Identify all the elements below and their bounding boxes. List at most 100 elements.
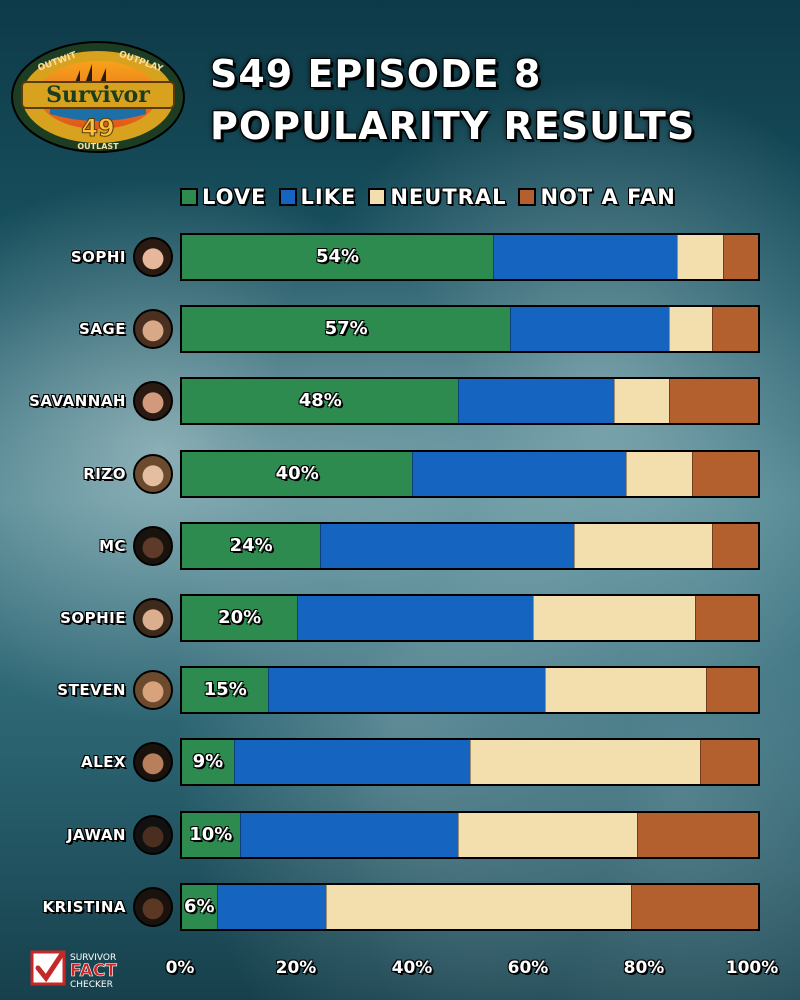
bar-value-label-sophie: 20% <box>218 607 262 628</box>
bar-value-label-sage: 57% <box>324 318 368 339</box>
chart-legend: LOVE LIKE NEUTRAL NOT A FAN <box>180 182 676 212</box>
bar-value-label-jawan: 10% <box>189 824 233 845</box>
bar-segment-love-mc <box>182 524 321 568</box>
x-tick-label-3: 60% <box>507 958 549 978</box>
avatar-kristina <box>133 887 173 927</box>
bar-segment-neutral-savannah <box>613 379 669 423</box>
bar-segment-neutral-kristina <box>325 885 632 929</box>
fc-logo-line-2: FACT <box>70 961 117 981</box>
bar-segment-not-a-fan-sophi <box>723 235 758 279</box>
bar-segment-not-a-fan-kristina <box>631 885 758 929</box>
avatar-sophie <box>133 598 173 638</box>
x-tick-label-1: 20% <box>275 958 317 978</box>
legend-item-not-a-fan: NOT A FAN <box>518 185 675 209</box>
bar-segment-like-mc <box>320 524 574 568</box>
legend-swatch-neutral <box>368 188 387 206</box>
bar-row-kristina <box>180 883 760 931</box>
bar-segment-love-sophie <box>182 596 298 640</box>
bar-segment-love-sage <box>182 307 511 351</box>
legend-item-like: LIKE <box>278 185 357 209</box>
bar-segment-neutral-steven <box>544 668 707 712</box>
bar-segment-like-sophi <box>493 235 678 279</box>
x-tick-label-2: 40% <box>391 958 433 978</box>
bar-row-sage <box>180 305 760 353</box>
bar-segment-like-alex <box>233 740 470 784</box>
bar-value-label-mc: 24% <box>229 535 273 556</box>
bar-segment-love-steven <box>182 668 269 712</box>
bar-segment-love-alex <box>182 740 234 784</box>
row-label-sophi: SOPHI <box>70 248 126 266</box>
avatar-savannah <box>133 381 173 421</box>
row-label-rizo: RIZO <box>83 465 126 483</box>
legend-label-like: LIKE <box>300 185 357 209</box>
title-line-1: S49 EPISODE 8 <box>210 52 542 96</box>
bar-segment-like-rizo <box>412 452 626 496</box>
bar-value-label-steven: 15% <box>203 679 247 700</box>
bar-segment-love-jawan <box>182 813 240 857</box>
bar-segment-like-kristina <box>216 885 326 929</box>
row-label-alex: ALEX <box>81 753 126 771</box>
logo-season-number: 49 <box>81 114 114 142</box>
bar-segment-neutral-rizo <box>625 452 692 496</box>
fc-logo-line-3: CHECKER <box>70 980 113 990</box>
row-label-steven: STEVEN <box>57 681 126 699</box>
bar-segment-not-a-fan-savannah <box>668 379 758 423</box>
bar-segment-not-a-fan-sage <box>711 307 758 351</box>
bar-row-steven <box>180 666 760 714</box>
bar-segment-love-rizo <box>182 452 413 496</box>
bar-segment-neutral-mc <box>573 524 712 568</box>
bar-segment-like-sage <box>510 307 669 351</box>
row-label-sophie: SOPHIE <box>60 609 126 627</box>
bar-segment-not-a-fan-rizo <box>691 452 758 496</box>
legend-item-love: LOVE <box>180 185 267 209</box>
bar-row-savannah <box>180 377 760 425</box>
bar-segment-not-a-fan-sophie <box>694 596 758 640</box>
avatar-sophi <box>133 237 173 277</box>
bar-segment-like-savannah <box>458 379 614 423</box>
legend-swatch-not-a-fan <box>518 188 537 206</box>
bar-value-label-sophi: 54% <box>315 246 360 267</box>
avatar-sage <box>133 309 173 349</box>
logo-ring-bottom: OUTLAST <box>77 142 119 151</box>
legend-item-neutral: NEUTRAL <box>368 185 506 209</box>
legend-swatch-love <box>180 188 198 206</box>
title-line-2: POPULARITY RESULTS <box>210 104 696 148</box>
bar-segment-not-a-fan-jawan <box>637 813 758 857</box>
avatar-mc <box>133 526 173 566</box>
bar-row-sophi <box>180 233 760 281</box>
row-label-savannah: SAVANNAH <box>29 392 126 410</box>
bar-segment-not-a-fan-alex <box>700 740 758 784</box>
bar-segment-not-a-fan-mc <box>711 524 758 568</box>
bar-segment-neutral-jawan <box>458 813 638 857</box>
fc-logo-line-1: SURVIVOR <box>70 953 116 963</box>
bar-segment-neutral-alex <box>469 740 701 784</box>
x-tick-label-5: 100% <box>725 958 779 978</box>
bar-segment-like-jawan <box>239 813 459 857</box>
legend-swatch-like <box>278 188 297 206</box>
bar-row-jawan <box>180 811 760 859</box>
legend-label-love: LOVE <box>202 185 267 209</box>
legend-label-neutral: NEUTRAL <box>390 185 507 209</box>
x-tick-label-0: 0% <box>165 958 195 978</box>
bar-segment-like-steven <box>268 668 545 712</box>
logo-wordmark: Survivor <box>46 82 150 108</box>
row-label-sage: SAGE <box>79 320 126 338</box>
bar-row-rizo <box>180 450 760 498</box>
chart-title: S49 EPISODE 8 POPULARITY RESULTS <box>210 48 695 152</box>
x-tick-label-4: 80% <box>623 958 665 978</box>
row-label-mc: MC <box>99 537 126 555</box>
bar-segment-like-sophie <box>297 596 534 640</box>
bar-segment-love-sophi <box>182 235 494 279</box>
survivor-49-logo: Survivor 49 OUTWIT OUTPLAY OUTLAST <box>11 41 185 153</box>
bar-segment-neutral-sophie <box>533 596 695 640</box>
bar-value-label-savannah: 48% <box>298 390 342 411</box>
bar-value-label-alex: 9% <box>192 751 224 772</box>
bar-row-alex <box>180 738 760 786</box>
bar-segment-love-kristina <box>182 885 217 929</box>
bar-row-sophie <box>180 594 760 642</box>
avatar-rizo <box>133 454 173 494</box>
legend-label-not-a-fan: NOT A FAN <box>540 185 676 209</box>
bar-row-mc <box>180 522 760 570</box>
bar-segment-neutral-sophi <box>677 235 724 279</box>
bar-segment-love-savannah <box>182 379 459 423</box>
